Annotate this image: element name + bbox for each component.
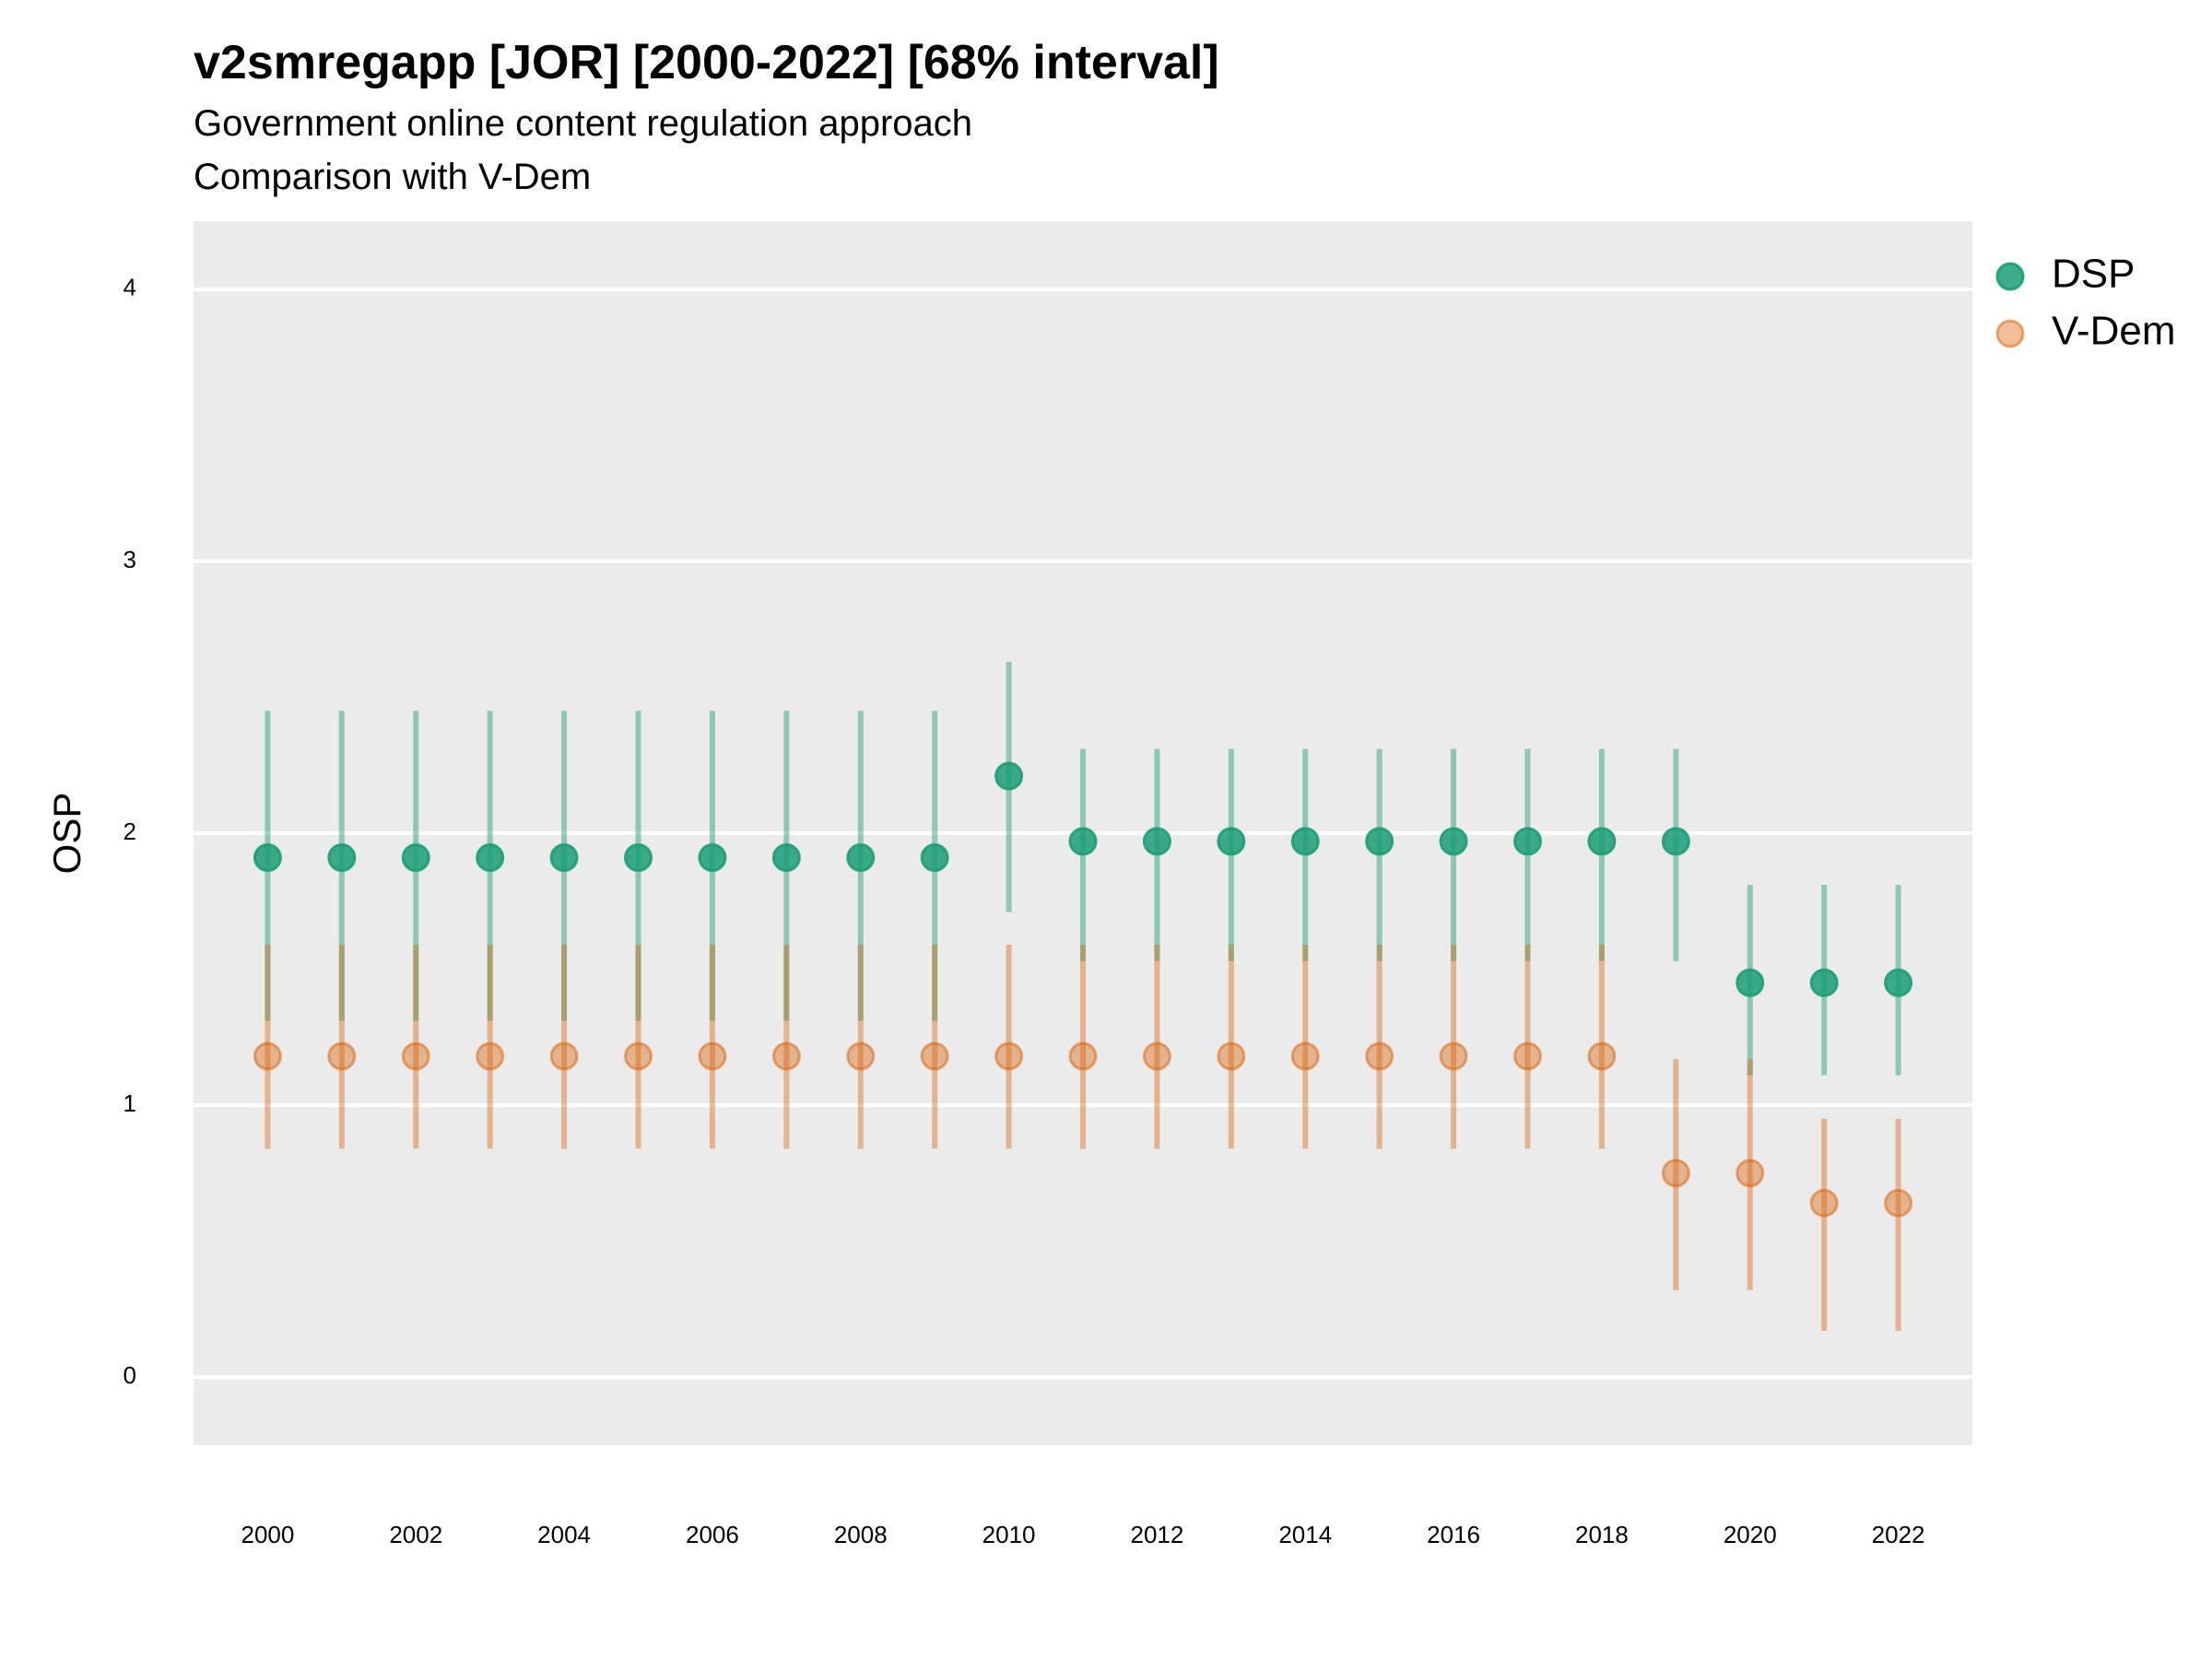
chart-subtitle: Government online content regulation app… — [194, 103, 972, 144]
data-point — [401, 1041, 430, 1071]
x-tick-label: 2010 — [982, 1521, 1036, 1548]
data-point — [1884, 1188, 1913, 1218]
data-point — [1661, 827, 1690, 856]
y-tick-label: 1 — [124, 1089, 136, 1117]
x-tick-label: 2020 — [1724, 1521, 1777, 1548]
data-point — [771, 843, 801, 873]
data-point — [1439, 1041, 1468, 1071]
data-point — [1809, 1188, 1839, 1218]
data-point — [401, 843, 430, 873]
data-point — [624, 843, 653, 873]
x-tick-label: 2018 — [1575, 1521, 1629, 1548]
data-point — [253, 843, 282, 873]
data-point — [1587, 1041, 1617, 1071]
x-tick-label: 2022 — [1872, 1521, 1925, 1548]
legend: DSP V-Dem — [1995, 252, 2175, 354]
x-tick-label: 2008 — [834, 1521, 888, 1548]
data-point — [846, 1041, 876, 1071]
data-point — [1513, 1041, 1542, 1071]
data-point — [1068, 827, 1098, 856]
data-point — [771, 1041, 801, 1071]
data-point — [920, 1041, 949, 1071]
chart-title: v2smregapp [JOR] [2000-2022] [68% interv… — [194, 36, 1219, 89]
data-point — [1142, 1041, 1171, 1071]
data-point — [1365, 1041, 1394, 1071]
x-tick-label: 2004 — [537, 1521, 591, 1548]
data-point — [476, 1041, 505, 1071]
data-point — [846, 843, 876, 873]
x-tick-label: 2002 — [389, 1521, 442, 1548]
legend-label-dsp: DSP — [2052, 252, 2135, 297]
data-point — [994, 1041, 1024, 1071]
data-point — [1513, 827, 1542, 856]
x-tick-label: 2014 — [1278, 1521, 1332, 1548]
data-point — [1068, 1041, 1098, 1071]
x-tick-label: 2012 — [1130, 1521, 1183, 1548]
data-point — [253, 1041, 282, 1071]
data-point — [1217, 827, 1246, 856]
series-v-dem-points — [253, 1041, 1913, 1218]
data-point — [1735, 1159, 1765, 1188]
data-point — [327, 843, 357, 873]
data-point — [698, 1041, 727, 1071]
data-point — [1142, 827, 1171, 856]
x-tick-label: 2006 — [686, 1521, 739, 1548]
chart-subtitle-comparison: Comparison with V-Dem — [194, 157, 592, 197]
data-point — [1661, 1159, 1690, 1188]
data-point — [549, 1041, 579, 1071]
legend-key-dsp — [1995, 262, 2025, 291]
data-point — [1290, 827, 1320, 856]
data-point — [624, 1041, 653, 1071]
data-point — [1809, 968, 1839, 997]
data-point — [698, 843, 727, 873]
series-dsp-points — [253, 761, 1913, 997]
y-tick-label: 0 — [124, 1361, 136, 1389]
x-tick-label: 2000 — [241, 1521, 294, 1548]
data-marks — [253, 662, 1913, 1332]
data-point — [549, 843, 579, 873]
data-point — [327, 1041, 357, 1071]
x-axis-ticks: 2000 2002 2004 2006 2008 2010 2012 2014 2016 2018… — [241, 1521, 1924, 1548]
legend-label-v-dem: V-Dem — [2052, 309, 2175, 354]
data-point — [994, 761, 1024, 791]
data-point — [920, 843, 949, 873]
data-point — [1217, 1041, 1246, 1071]
series-v-dem-intervals — [265, 944, 1901, 1332]
data-point — [1365, 827, 1394, 856]
y-tick-label: 3 — [124, 546, 136, 573]
data-point — [1884, 968, 1913, 997]
data-point — [476, 843, 505, 873]
y-tick-label: 4 — [124, 274, 136, 301]
y-axis-title: OSP — [45, 793, 88, 875]
data-point — [1290, 1041, 1320, 1071]
data-point — [1439, 827, 1468, 856]
y-axis-ticks: 0 1 2 3 4 — [124, 274, 136, 1389]
y-tick-label: 2 — [124, 818, 136, 845]
x-tick-label: 2016 — [1427, 1521, 1480, 1548]
data-point — [1735, 968, 1765, 997]
data-point — [1587, 827, 1617, 856]
legend-key-v-dem — [1995, 319, 2025, 348]
